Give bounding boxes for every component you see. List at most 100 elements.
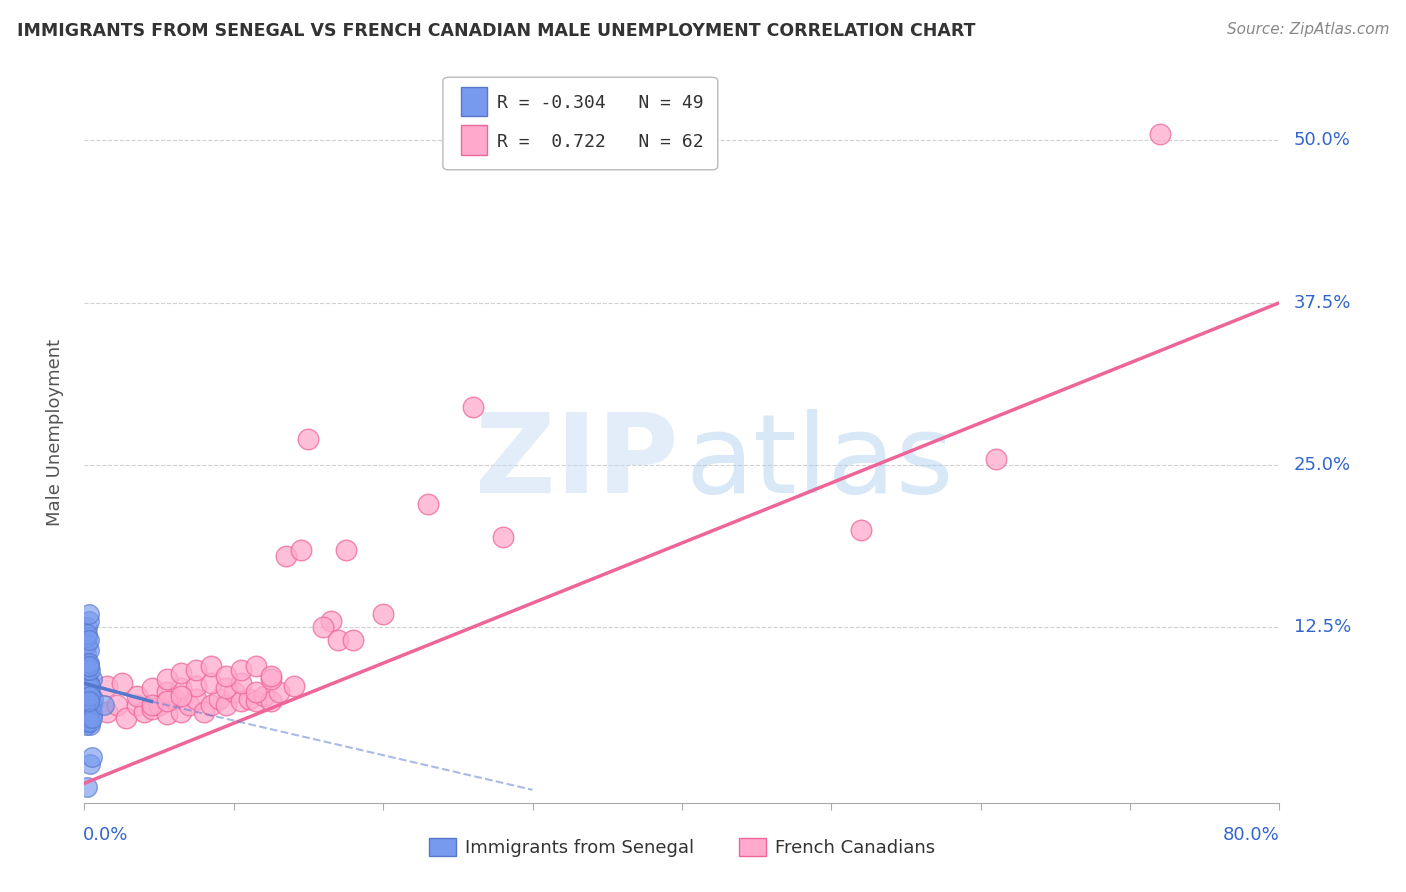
- Point: [231, 676, 253, 690]
- Point: [312, 620, 335, 634]
- Text: 25.0%: 25.0%: [1294, 456, 1351, 474]
- Point: [79, 702, 101, 716]
- Text: 80.0%: 80.0%: [1223, 826, 1279, 844]
- Point: [76, 780, 98, 795]
- Point: [115, 711, 138, 725]
- Bar: [461, 126, 486, 155]
- Point: [75, 668, 97, 682]
- Point: [319, 614, 342, 628]
- Point: [328, 633, 350, 648]
- Text: R = -0.304   N = 49: R = -0.304 N = 49: [496, 95, 703, 112]
- Point: [215, 681, 238, 696]
- Point: [80, 698, 103, 713]
- Point: [77, 633, 100, 648]
- Point: [77, 694, 100, 708]
- Point: [851, 523, 873, 537]
- Point: [186, 692, 208, 706]
- Point: [77, 607, 100, 622]
- Point: [245, 694, 267, 708]
- Point: [222, 685, 245, 699]
- Point: [111, 676, 134, 690]
- Bar: [461, 87, 486, 117]
- Text: 37.5%: 37.5%: [1294, 293, 1351, 311]
- Legend: Immigrants from Senegal, French Canadians: Immigrants from Senegal, French Canadian…: [422, 830, 942, 864]
- Text: Source: ZipAtlas.com: Source: ZipAtlas.com: [1226, 22, 1389, 37]
- Point: [231, 694, 253, 708]
- Point: [141, 681, 163, 696]
- Point: [290, 542, 312, 557]
- Point: [77, 614, 100, 628]
- Point: [80, 707, 103, 722]
- Point: [141, 698, 163, 713]
- Point: [125, 698, 148, 713]
- Point: [79, 679, 101, 693]
- Point: [984, 451, 1007, 466]
- Point: [79, 698, 101, 713]
- Point: [1149, 127, 1171, 141]
- Point: [170, 705, 193, 719]
- Point: [79, 663, 101, 677]
- Point: [215, 698, 238, 713]
- Point: [373, 607, 395, 622]
- Text: atlas: atlas: [686, 409, 955, 516]
- Point: [76, 705, 98, 719]
- Point: [77, 698, 100, 713]
- Point: [79, 685, 101, 699]
- Point: [155, 673, 177, 687]
- Point: [96, 705, 118, 719]
- Text: ZIP: ZIP: [475, 409, 678, 516]
- Point: [141, 702, 163, 716]
- Point: [245, 685, 267, 699]
- Point: [492, 529, 515, 543]
- Point: [76, 692, 98, 706]
- Point: [260, 673, 283, 687]
- Point: [200, 659, 222, 673]
- Point: [79, 756, 101, 771]
- Point: [260, 694, 283, 708]
- Point: [96, 679, 118, 693]
- Point: [297, 432, 319, 446]
- Point: [76, 663, 98, 677]
- Point: [77, 659, 100, 673]
- Point: [125, 690, 148, 704]
- Point: [77, 656, 100, 670]
- Point: [231, 663, 253, 677]
- Point: [274, 549, 297, 563]
- Point: [76, 673, 98, 687]
- Point: [283, 679, 305, 693]
- Point: [186, 679, 208, 693]
- Point: [79, 715, 101, 730]
- Point: [82, 692, 104, 706]
- Point: [416, 497, 439, 511]
- Point: [170, 681, 193, 696]
- Point: [253, 690, 276, 704]
- Point: [155, 707, 177, 722]
- Point: [77, 694, 100, 708]
- Point: [76, 630, 98, 644]
- Point: [260, 668, 283, 682]
- Point: [75, 647, 97, 661]
- Point: [200, 676, 222, 690]
- Point: [177, 698, 200, 713]
- Point: [76, 637, 98, 651]
- Point: [186, 663, 208, 677]
- Point: [76, 711, 98, 725]
- Point: [77, 642, 100, 657]
- Point: [76, 685, 98, 699]
- Point: [79, 690, 101, 704]
- Point: [77, 679, 100, 693]
- Point: [76, 715, 98, 730]
- Point: [193, 705, 215, 719]
- Text: 12.5%: 12.5%: [1294, 618, 1351, 637]
- Point: [461, 400, 484, 414]
- Point: [163, 692, 186, 706]
- Point: [200, 698, 222, 713]
- Point: [208, 692, 231, 706]
- Point: [267, 685, 290, 699]
- Point: [80, 711, 103, 725]
- Point: [105, 698, 128, 713]
- Point: [77, 711, 100, 725]
- Text: R =  0.722   N = 62: R = 0.722 N = 62: [496, 133, 703, 151]
- FancyBboxPatch shape: [443, 78, 718, 169]
- Text: 0.0%: 0.0%: [83, 826, 128, 844]
